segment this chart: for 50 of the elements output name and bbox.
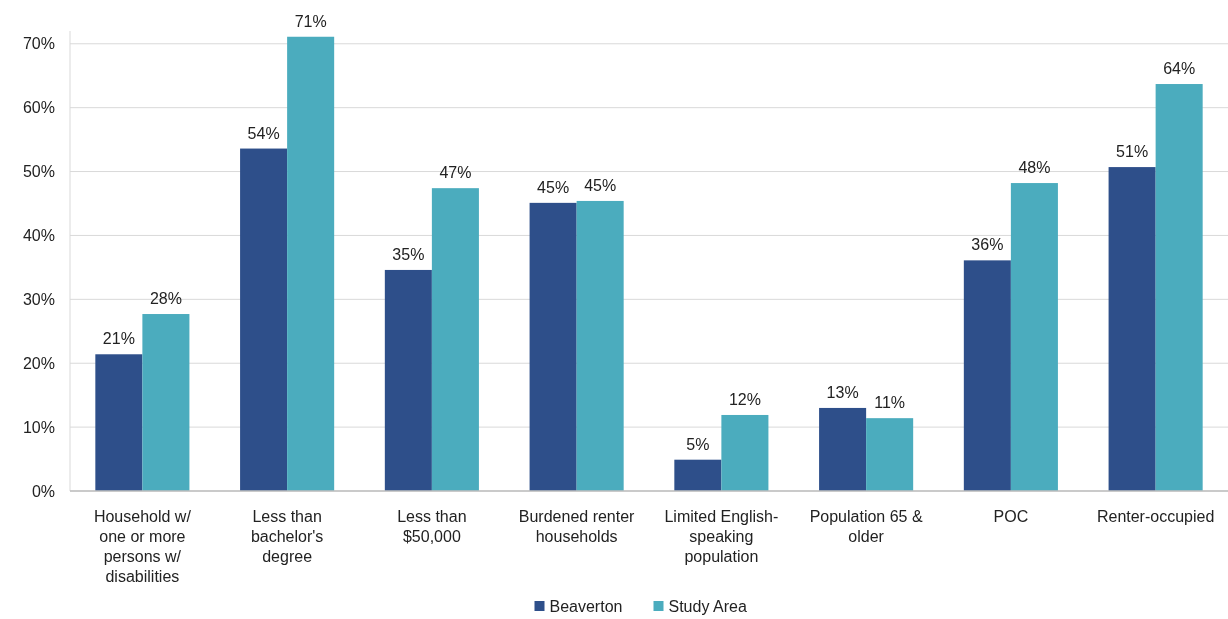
data-label: 5% bbox=[686, 435, 710, 453]
data-label: 45% bbox=[584, 176, 617, 194]
data-label: 12% bbox=[728, 390, 761, 408]
y-tick-label: 10% bbox=[22, 418, 55, 436]
bar bbox=[1108, 167, 1156, 491]
bar bbox=[866, 418, 914, 491]
data-label: 11% bbox=[874, 394, 906, 412]
data-label: 47% bbox=[439, 164, 472, 182]
x-tick-label: Household w/ one or more persons w/ disabilities bbox=[93, 508, 192, 585]
x-tick-label: POC bbox=[993, 508, 1029, 525]
y-tick-label: 30% bbox=[22, 290, 55, 308]
bar bbox=[431, 188, 479, 491]
data-label: 51% bbox=[1116, 143, 1149, 161]
y-tick-label: 50% bbox=[22, 163, 55, 181]
x-tick-label: Limited English-speaking population bbox=[664, 508, 779, 565]
bar bbox=[95, 354, 143, 491]
data-label: 45% bbox=[537, 178, 570, 196]
bar bbox=[576, 200, 624, 491]
legend-label: Study Area bbox=[668, 597, 747, 615]
bar bbox=[1155, 84, 1203, 491]
x-tick-label: Less than bachelor's degree bbox=[250, 508, 324, 565]
data-label: 64% bbox=[1163, 60, 1196, 78]
x-tick-label: Burdened renter households bbox=[518, 508, 636, 545]
bar bbox=[1010, 183, 1058, 491]
data-label: 28% bbox=[149, 290, 182, 308]
y-tick-label: 40% bbox=[22, 227, 55, 245]
bar bbox=[384, 269, 432, 491]
bar bbox=[529, 202, 577, 491]
x-tick-label: Less than $50,000 bbox=[397, 508, 467, 545]
data-label: 71% bbox=[294, 12, 327, 30]
x-tick-label: Population 65 & older bbox=[809, 508, 923, 545]
bar bbox=[674, 459, 722, 491]
y-tick-label: 20% bbox=[22, 354, 55, 372]
bar bbox=[963, 260, 1011, 491]
data-label: 48% bbox=[1018, 159, 1051, 177]
data-label: 36% bbox=[971, 236, 1004, 254]
legend-label: Beaverton bbox=[549, 597, 623, 615]
bar bbox=[142, 314, 190, 491]
x-tick-label: Renter-occupied bbox=[1096, 508, 1215, 525]
bar bbox=[287, 36, 335, 491]
y-tick-label: 0% bbox=[31, 482, 55, 500]
data-label: 35% bbox=[392, 245, 425, 263]
y-tick-label: 70% bbox=[22, 35, 55, 53]
bar bbox=[721, 414, 769, 491]
data-label: 13% bbox=[826, 383, 859, 401]
bar bbox=[819, 407, 867, 491]
y-tick-label: 60% bbox=[22, 99, 55, 117]
data-label: 21% bbox=[102, 330, 135, 348]
data-label: 54% bbox=[247, 124, 280, 142]
bar bbox=[240, 148, 288, 491]
